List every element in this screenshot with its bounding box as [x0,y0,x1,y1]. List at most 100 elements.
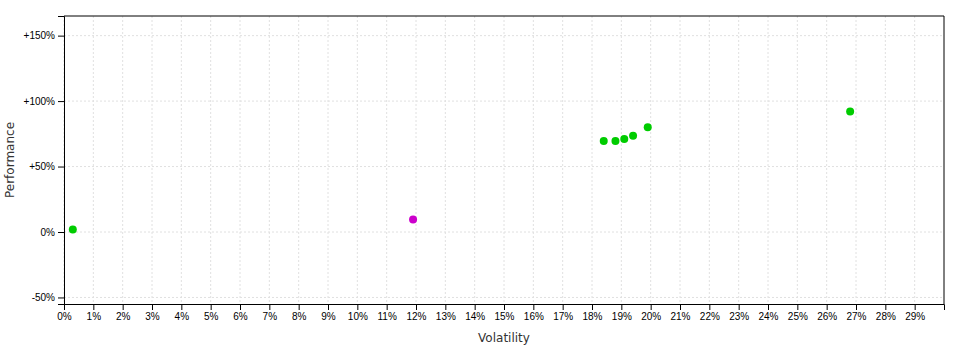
x-tick-mark [123,304,124,310]
x-tick-mark [797,304,798,310]
y-tick-label: +150% [24,30,56,41]
y-tick-mark [58,232,64,233]
plot: 0%1%2%3%4%5%6%7%8%9%10%11%12%13%14%15%16… [24,16,945,322]
x-tick: 3% [145,304,160,322]
grid-line-x [210,16,211,304]
x-tick: 15% [494,304,514,322]
x-tick: 20% [641,304,661,322]
x-tick-mark [856,304,857,310]
point [409,216,417,224]
x-tick-label: 20% [641,311,661,322]
x-tick: 7% [263,304,278,322]
x-tick-label: 9% [321,311,336,322]
x-tick-mark [357,304,358,310]
x-tick: 23% [729,304,749,322]
x-tick-label: 6% [233,311,248,322]
x-tick-mark [181,304,182,310]
grid-line-x [504,16,505,304]
grid-line-y [64,101,944,102]
x-tick-label: 17% [553,311,573,322]
x-tick: 0% [57,304,72,322]
x-tick-label: 14% [465,311,485,322]
x-tick-label: 11% [378,311,397,322]
x-tick-mark [269,304,270,310]
x-tick: 21% [670,304,690,322]
grid-line-x [797,16,798,304]
grid-line-x [122,16,123,304]
chart: 0%1%2%3%4%5%6%7%8%9%10%11%12%13%14%15%16… [0,0,966,350]
x-tick-mark [915,304,916,310]
x-tick-label: 22% [700,311,720,322]
y-axis: -50% 0% +50% +100% +150% [24,17,65,305]
grid-line-x [738,16,739,304]
x-tick-label: 7% [263,311,278,322]
x-tick-mark [152,304,153,310]
x-tick-mark [93,304,94,310]
point [846,108,854,116]
x-tick: 8% [292,304,307,322]
x-tick-mark [563,304,564,310]
x-tick-label: 12% [406,311,426,322]
x-tick-mark [504,304,505,310]
y-tick-label: +100% [24,96,56,107]
x-tick-mark [475,304,476,310]
grid-line-x [93,16,94,304]
grid-line-x [152,16,153,304]
grid-line-x [474,16,475,304]
grid-line-x [885,16,886,304]
x-tick-label: 8% [292,311,307,322]
x-tick-mark [651,304,652,310]
x-tick: 4% [175,304,190,322]
x-tick-label: 23% [729,311,749,322]
x-axis-line [65,305,945,311]
grid-line-x [680,16,681,304]
x-tick-mark [445,304,446,310]
x-tick: 12% [406,304,426,322]
x-tick-label: 1% [87,311,102,322]
grid-line-x [298,16,299,304]
grid-line-x [592,16,593,304]
x-tick: 13% [436,304,456,322]
x-tick: 14% [465,304,485,322]
point [629,132,637,140]
grid-line-x [621,16,622,304]
grid-line-x [357,16,358,304]
y-axis-title: Performance [3,122,17,198]
x-tick-label: 2% [116,311,131,322]
x-tick-label: 0% [57,311,72,322]
y-tick-mark [58,36,64,37]
grid-line-y [64,232,944,233]
x-tick: 6% [233,304,248,322]
x-tick-mark [416,304,417,310]
x-tick-mark [299,304,300,310]
grid-line-x [269,16,270,304]
x-tick-mark [240,304,241,310]
y-tick: -50% [32,292,64,303]
y-tick: +150% [24,30,64,41]
grid-line-x [826,16,827,304]
y-tick-mark [58,297,64,298]
grid-line-x [533,16,534,304]
x-tick-label: 25% [788,311,808,322]
x-tick-label: 27% [846,311,866,322]
y-tick: 0% [41,227,64,238]
x-tick-mark [592,304,593,310]
x-tick: 1% [87,304,102,322]
x-tick-label: 29% [905,311,925,322]
x-tick-mark [827,304,828,310]
y-tick-mark [58,167,64,168]
points [69,108,854,234]
x-tick-mark [885,304,886,310]
x-tick-label: 15% [494,311,514,322]
x-tick-mark [709,304,710,310]
y-tick-label: -50% [32,292,55,303]
point [611,137,619,145]
x-tick-mark [739,304,740,310]
grid-line-x [709,16,710,304]
x-tick: 11% [378,304,397,322]
x-tick: 2% [116,304,131,322]
point [69,225,77,233]
point [600,137,608,145]
y-tick: +50% [29,161,64,172]
y-tick: +100% [24,96,64,107]
